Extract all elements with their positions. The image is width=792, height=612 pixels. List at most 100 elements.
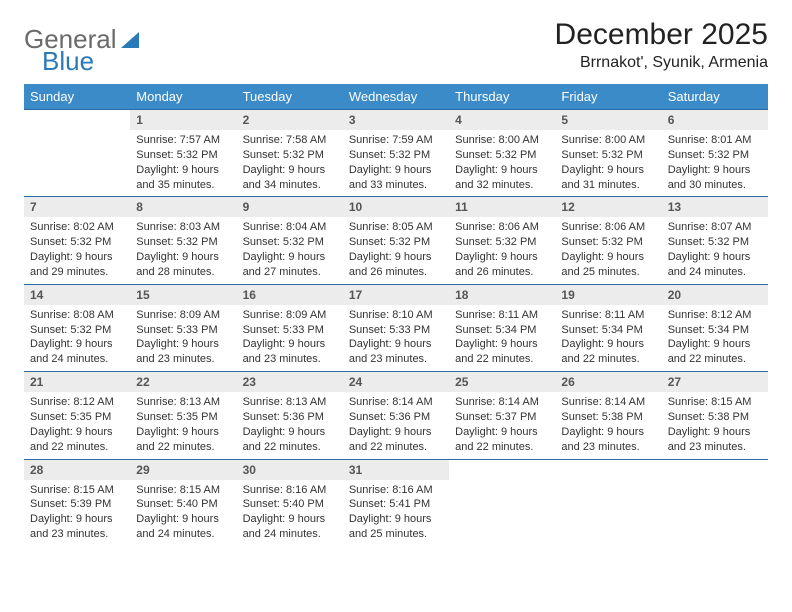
day-number: 19: [555, 285, 661, 305]
day-number: 12: [555, 197, 661, 217]
calendar-cell: 6Sunrise: 8:01 AMSunset: 5:32 PMDaylight…: [662, 110, 768, 197]
day-number: 9: [237, 197, 343, 217]
calendar-cell: 2Sunrise: 7:58 AMSunset: 5:32 PMDaylight…: [237, 110, 343, 197]
day-details: Sunrise: 8:02 AMSunset: 5:32 PMDaylight:…: [24, 217, 130, 283]
day-number: 31: [343, 460, 449, 480]
calendar-week-row: 21Sunrise: 8:12 AMSunset: 5:35 PMDayligh…: [24, 372, 768, 459]
weekday-tue: Tuesday: [237, 84, 343, 110]
calendar-cell: 26Sunrise: 8:14 AMSunset: 5:38 PMDayligh…: [555, 372, 661, 459]
day-details: Sunrise: 8:12 AMSunset: 5:34 PMDaylight:…: [662, 305, 768, 371]
day-number: 1: [130, 110, 236, 130]
day-details: Sunrise: 8:00 AMSunset: 5:32 PMDaylight:…: [449, 130, 555, 196]
day-details: Sunrise: 8:16 AMSunset: 5:40 PMDaylight:…: [237, 480, 343, 546]
calendar-cell: 1Sunrise: 7:57 AMSunset: 5:32 PMDaylight…: [130, 110, 236, 197]
calendar-cell: 5Sunrise: 8:00 AMSunset: 5:32 PMDaylight…: [555, 110, 661, 197]
day-number: 15: [130, 285, 236, 305]
location: Brrnakot', Syunik, Armenia: [555, 54, 768, 72]
day-number: 14: [24, 285, 130, 305]
calendar-cell: 12Sunrise: 8:06 AMSunset: 5:32 PMDayligh…: [555, 197, 661, 284]
day-number: 11: [449, 197, 555, 217]
calendar-week-row: 7Sunrise: 8:02 AMSunset: 5:32 PMDaylight…: [24, 197, 768, 284]
calendar-cell: 27Sunrise: 8:15 AMSunset: 5:38 PMDayligh…: [662, 372, 768, 459]
day-number: 23: [237, 372, 343, 392]
day-number: 16: [237, 285, 343, 305]
calendar-cell: 14Sunrise: 8:08 AMSunset: 5:32 PMDayligh…: [24, 284, 130, 371]
day-number: 17: [343, 285, 449, 305]
day-number: 26: [555, 372, 661, 392]
day-details: Sunrise: 8:09 AMSunset: 5:33 PMDaylight:…: [130, 305, 236, 371]
day-details: Sunrise: 7:57 AMSunset: 5:32 PMDaylight:…: [130, 130, 236, 196]
title-block: December 2025 Brrnakot', Syunik, Armenia: [555, 18, 768, 72]
calendar-cell: 10Sunrise: 8:05 AMSunset: 5:32 PMDayligh…: [343, 197, 449, 284]
day-details: Sunrise: 8:03 AMSunset: 5:32 PMDaylight:…: [130, 217, 236, 283]
calendar-cell: 24Sunrise: 8:14 AMSunset: 5:36 PMDayligh…: [343, 372, 449, 459]
day-number: 2: [237, 110, 343, 130]
calendar-cell: 8Sunrise: 8:03 AMSunset: 5:32 PMDaylight…: [130, 197, 236, 284]
calendar-cell: 22Sunrise: 8:13 AMSunset: 5:35 PMDayligh…: [130, 372, 236, 459]
calendar-cell: 17Sunrise: 8:10 AMSunset: 5:33 PMDayligh…: [343, 284, 449, 371]
header: General December 2025 Brrnakot', Syunik,…: [24, 18, 768, 72]
day-details: Sunrise: 8:08 AMSunset: 5:32 PMDaylight:…: [24, 305, 130, 371]
calendar-cell: 19Sunrise: 8:11 AMSunset: 5:34 PMDayligh…: [555, 284, 661, 371]
calendar-cell: [555, 459, 661, 546]
weekday-wed: Wednesday: [343, 84, 449, 110]
weekday-thu: Thursday: [449, 84, 555, 110]
day-number: 22: [130, 372, 236, 392]
day-details: Sunrise: 8:11 AMSunset: 5:34 PMDaylight:…: [555, 305, 661, 371]
calendar-cell: 7Sunrise: 8:02 AMSunset: 5:32 PMDaylight…: [24, 197, 130, 284]
day-number: 3: [343, 110, 449, 130]
calendar-week-row: 1Sunrise: 7:57 AMSunset: 5:32 PMDaylight…: [24, 110, 768, 197]
day-details: Sunrise: 7:58 AMSunset: 5:32 PMDaylight:…: [237, 130, 343, 196]
calendar-cell: 11Sunrise: 8:06 AMSunset: 5:32 PMDayligh…: [449, 197, 555, 284]
calendar-cell: [449, 459, 555, 546]
calendar-cell: 3Sunrise: 7:59 AMSunset: 5:32 PMDaylight…: [343, 110, 449, 197]
calendar-week-row: 14Sunrise: 8:08 AMSunset: 5:32 PMDayligh…: [24, 284, 768, 371]
day-details: Sunrise: 8:10 AMSunset: 5:33 PMDaylight:…: [343, 305, 449, 371]
calendar-cell: 9Sunrise: 8:04 AMSunset: 5:32 PMDaylight…: [237, 197, 343, 284]
calendar-cell: 23Sunrise: 8:13 AMSunset: 5:36 PMDayligh…: [237, 372, 343, 459]
day-number: 21: [24, 372, 130, 392]
day-details: Sunrise: 8:15 AMSunset: 5:39 PMDaylight:…: [24, 480, 130, 546]
day-number: 8: [130, 197, 236, 217]
day-details: Sunrise: 8:16 AMSunset: 5:41 PMDaylight:…: [343, 480, 449, 546]
calendar-cell: 30Sunrise: 8:16 AMSunset: 5:40 PMDayligh…: [237, 459, 343, 546]
weekday-header-row: Sunday Monday Tuesday Wednesday Thursday…: [24, 84, 768, 110]
day-number: 18: [449, 285, 555, 305]
calendar-cell: 31Sunrise: 8:16 AMSunset: 5:41 PMDayligh…: [343, 459, 449, 546]
day-details: Sunrise: 8:12 AMSunset: 5:35 PMDaylight:…: [24, 392, 130, 458]
logo-text-blue: Blue: [42, 46, 94, 77]
day-details: Sunrise: 8:06 AMSunset: 5:32 PMDaylight:…: [555, 217, 661, 283]
day-details: Sunrise: 8:11 AMSunset: 5:34 PMDaylight:…: [449, 305, 555, 371]
day-details: Sunrise: 8:06 AMSunset: 5:32 PMDaylight:…: [449, 217, 555, 283]
day-details: Sunrise: 8:05 AMSunset: 5:32 PMDaylight:…: [343, 217, 449, 283]
day-number: 20: [662, 285, 768, 305]
day-number: 13: [662, 197, 768, 217]
day-number: 27: [662, 372, 768, 392]
day-number: 10: [343, 197, 449, 217]
day-number: 30: [237, 460, 343, 480]
calendar-week-row: 28Sunrise: 8:15 AMSunset: 5:39 PMDayligh…: [24, 459, 768, 546]
day-number: 6: [662, 110, 768, 130]
calendar-cell: 20Sunrise: 8:12 AMSunset: 5:34 PMDayligh…: [662, 284, 768, 371]
day-details: Sunrise: 8:09 AMSunset: 5:33 PMDaylight:…: [237, 305, 343, 371]
page-title: December 2025: [555, 18, 768, 52]
day-details: Sunrise: 8:07 AMSunset: 5:32 PMDaylight:…: [662, 217, 768, 283]
day-number: 28: [24, 460, 130, 480]
day-number: 29: [130, 460, 236, 480]
day-details: Sunrise: 8:14 AMSunset: 5:37 PMDaylight:…: [449, 392, 555, 458]
day-details: Sunrise: 8:00 AMSunset: 5:32 PMDaylight:…: [555, 130, 661, 196]
calendar-cell: 18Sunrise: 8:11 AMSunset: 5:34 PMDayligh…: [449, 284, 555, 371]
calendar-cell: 28Sunrise: 8:15 AMSunset: 5:39 PMDayligh…: [24, 459, 130, 546]
day-details: Sunrise: 8:14 AMSunset: 5:36 PMDaylight:…: [343, 392, 449, 458]
weekday-sun: Sunday: [24, 84, 130, 110]
day-details: Sunrise: 8:15 AMSunset: 5:38 PMDaylight:…: [662, 392, 768, 458]
calendar-cell: 25Sunrise: 8:14 AMSunset: 5:37 PMDayligh…: [449, 372, 555, 459]
weekday-sat: Saturday: [662, 84, 768, 110]
calendar-cell: 29Sunrise: 8:15 AMSunset: 5:40 PMDayligh…: [130, 459, 236, 546]
day-details: Sunrise: 8:14 AMSunset: 5:38 PMDaylight:…: [555, 392, 661, 458]
calendar-cell: 13Sunrise: 8:07 AMSunset: 5:32 PMDayligh…: [662, 197, 768, 284]
calendar-table: Sunday Monday Tuesday Wednesday Thursday…: [24, 84, 768, 546]
calendar-cell: [24, 110, 130, 197]
weekday-fri: Friday: [555, 84, 661, 110]
calendar-cell: 16Sunrise: 8:09 AMSunset: 5:33 PMDayligh…: [237, 284, 343, 371]
